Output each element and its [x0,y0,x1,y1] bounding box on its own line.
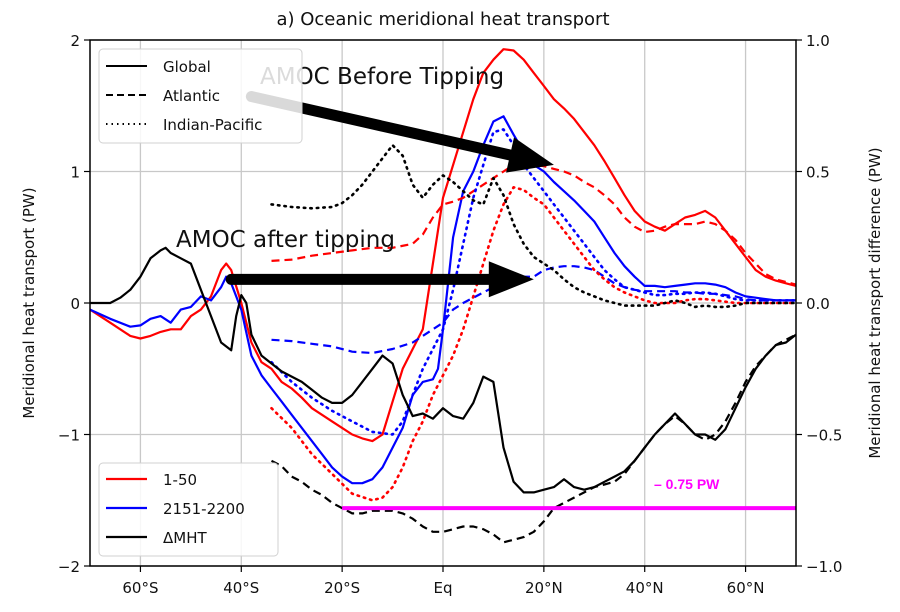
series-line-indian-pacific-1-50 [270,186,798,502]
x-tick-label: 60°N [727,579,765,597]
y2-tick-label: −0.5 [806,427,842,445]
series-line-global-1-50 [89,48,797,443]
series-layer [89,48,798,544]
x-ticks: 60°S 40°S 20°S Eq 20°N 40°N 60°N [122,566,764,597]
series-line-indian-pacific-mht [270,143,798,309]
series-line-atlantic-mht [270,333,797,544]
legend-style: Global Atlantic Indian-Pacific [98,48,303,144]
y2-tick-label: 0.5 [806,164,830,182]
y-axis-title-left: Meridional heat transport (PW) [20,187,38,418]
x-tick-label: 40°N [626,579,664,597]
y2-tick-label: 1.0 [806,32,830,50]
annotation-amoc-after: AMOC after tipping [176,227,395,253]
legend-150-label: 1-50 [163,471,197,489]
annotation-075pw: – 0.75 PW [654,476,720,492]
y-tick-label: 1 [70,164,80,182]
legend-color-box [98,462,279,557]
y-tick-label: −2 [58,558,80,576]
legend-indopac-label: Indian-Pacific [163,116,262,134]
y-axis-title-right: Meridional heat transport difference (PW… [866,147,884,458]
legend-2151-label: 2151-2200 [163,500,245,518]
legend-atlantic-label: Atlantic [163,87,220,105]
legend-global-label: Global [163,58,211,76]
legend-color: 1-50 2151-2200 ΔMHT [98,462,279,557]
annotation-arrow-head [506,137,554,173]
x-tick-label: 60°S [122,579,158,597]
legend-style-box [98,48,303,144]
series-line-atlantic-1-50 [271,163,797,286]
y-ticks-right: 1.0 0.5 0.0 −0.5 −1.0 [796,32,842,576]
y-tick-label: 0 [70,295,80,313]
x-tick-label: 20°S [324,579,360,597]
legend-dmht-label: ΔMHT [163,529,207,547]
x-tick-label: 40°S [223,579,259,597]
y-ticks-left: 2 1 0 −1 −2 [58,32,90,576]
y-tick-label: −1 [58,427,80,445]
x-tick-label: 20°N [525,579,563,597]
y2-tick-label: 0.0 [806,295,830,313]
y2-tick-label: −1.0 [806,558,842,576]
series-line-global-mht [90,246,797,494]
annotation-arrow-head [488,261,534,298]
x-tick-label: Eq [434,579,453,597]
y-tick-label: 2 [70,32,80,50]
chart-title: a) Oceanic meridional heat transport [276,9,609,30]
